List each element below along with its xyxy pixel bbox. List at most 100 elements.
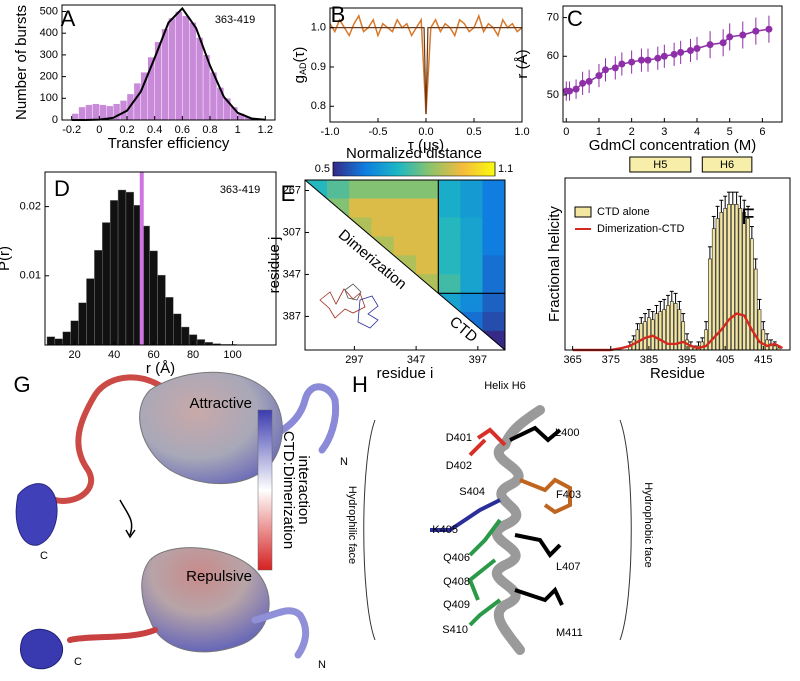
point	[654, 54, 662, 62]
terminus-label: C	[74, 656, 82, 668]
connect-line	[566, 28, 770, 92]
x-tick-label: 297	[345, 354, 363, 366]
x-tick-label: 0	[563, 126, 569, 138]
y-tick-label: 400	[40, 27, 58, 39]
fit-curve	[330, 27, 522, 115]
panel-h-art	[363, 405, 632, 655]
series-line	[572, 312, 783, 352]
helix-label: H5	[653, 159, 667, 171]
x-tick-label: -0.2	[62, 124, 81, 136]
heatmap-cell	[415, 255, 439, 275]
histogram-bar	[78, 302, 87, 346]
residue-label: Q406	[443, 552, 470, 564]
x-tick-label: 0.0	[418, 126, 433, 138]
point	[601, 66, 609, 74]
heatmap-cell	[438, 236, 461, 256]
x-tick-label: 0.2	[119, 124, 134, 136]
bar	[662, 309, 666, 351]
legend-label: Dimerization-CTD	[597, 223, 684, 235]
bar	[772, 345, 777, 351]
bar	[647, 317, 651, 351]
helix-title: Helix H6	[484, 380, 526, 392]
y-label-sub: AD	[298, 62, 308, 75]
x-tick-label: 0.5	[466, 126, 481, 138]
x-axis-label: GdmCl concentration (M)	[589, 137, 757, 154]
ensemble-sketch	[357, 295, 379, 329]
histogram-bar	[54, 338, 63, 346]
histogram-bar	[99, 104, 107, 121]
point	[595, 72, 603, 80]
y-tick-label: 100	[40, 92, 58, 104]
x-tick-label: 0.4	[147, 124, 162, 136]
histogram-bar	[189, 22, 197, 121]
histogram-bar	[168, 17, 176, 121]
point	[644, 56, 652, 64]
heatmap-cell	[415, 217, 439, 237]
point	[618, 60, 626, 68]
y-tick-label: 1.0	[311, 22, 326, 34]
bar	[708, 258, 712, 351]
bar	[757, 309, 762, 351]
x-tick-label: 0	[96, 124, 102, 136]
y-tick-label: 60	[547, 50, 559, 62]
point	[660, 52, 668, 60]
heatmap-cell	[415, 236, 439, 256]
plot-frame	[562, 5, 783, 123]
colorbar-title: CTD:Dimerization	[280, 431, 297, 549]
heatmap-cell	[438, 217, 461, 237]
histogram-bar	[196, 339, 206, 346]
bar	[734, 204, 739, 351]
y-tick-label: 0.9	[311, 61, 326, 73]
histogram-bar	[157, 274, 166, 346]
histogram-bar	[102, 222, 111, 346]
x-axis-label: Residue	[650, 365, 705, 382]
panel-g-art	[15, 371, 340, 670]
heatmap-cell	[415, 179, 439, 200]
bar	[730, 204, 735, 351]
bar	[643, 321, 647, 351]
point	[637, 56, 645, 64]
residue-label: K405	[432, 524, 458, 536]
x-tick-label: 0.6	[175, 124, 190, 136]
histogram-bar	[78, 106, 86, 121]
x-tick-label: 80	[187, 349, 199, 361]
heatmap-cell	[371, 198, 395, 219]
y-axis-label: P(r)	[0, 246, 13, 271]
y-label-main: g	[291, 75, 308, 83]
x-axis-label: τ (μs)	[408, 137, 444, 154]
heatmap-cell	[393, 179, 417, 200]
x-tick-label: 405	[716, 354, 734, 366]
ensemble-sketch	[344, 283, 362, 301]
y-tick-label: 387	[283, 310, 301, 322]
point	[611, 64, 619, 72]
heatmap-cell	[393, 198, 417, 219]
x-tick-label: 0.8	[202, 124, 217, 136]
histogram-bar	[182, 15, 190, 121]
residue-label: L407	[556, 561, 580, 573]
bar	[742, 212, 747, 351]
x-tick-label: 2	[629, 126, 635, 138]
y-axis-label: Fractional helicity	[546, 206, 563, 322]
x-tick-label: 1	[235, 124, 241, 136]
y-tick-label: 347	[283, 268, 301, 280]
histogram-bar	[85, 104, 93, 121]
x-tick-label: 20	[68, 349, 80, 361]
plot-frame	[61, 4, 276, 121]
histogram-bar	[173, 313, 182, 346]
x-tick-label: 385	[640, 354, 658, 366]
heatmap-cell	[460, 217, 484, 237]
terminus-label: N	[318, 659, 326, 671]
x-tick-label: 415	[754, 354, 772, 366]
histogram-bar	[92, 103, 100, 121]
residue-label: L400	[555, 427, 579, 439]
terminus-label: N	[340, 456, 348, 468]
heatmap-cell	[482, 293, 506, 313]
point	[585, 77, 593, 85]
x-axis-label: r (Å)	[146, 360, 175, 377]
heatmap-cell	[371, 217, 395, 237]
fit-curve	[71, 6, 266, 121]
heatmap-cell	[438, 274, 461, 294]
heatmap-cell	[393, 217, 417, 237]
histogram-bar	[149, 250, 158, 346]
